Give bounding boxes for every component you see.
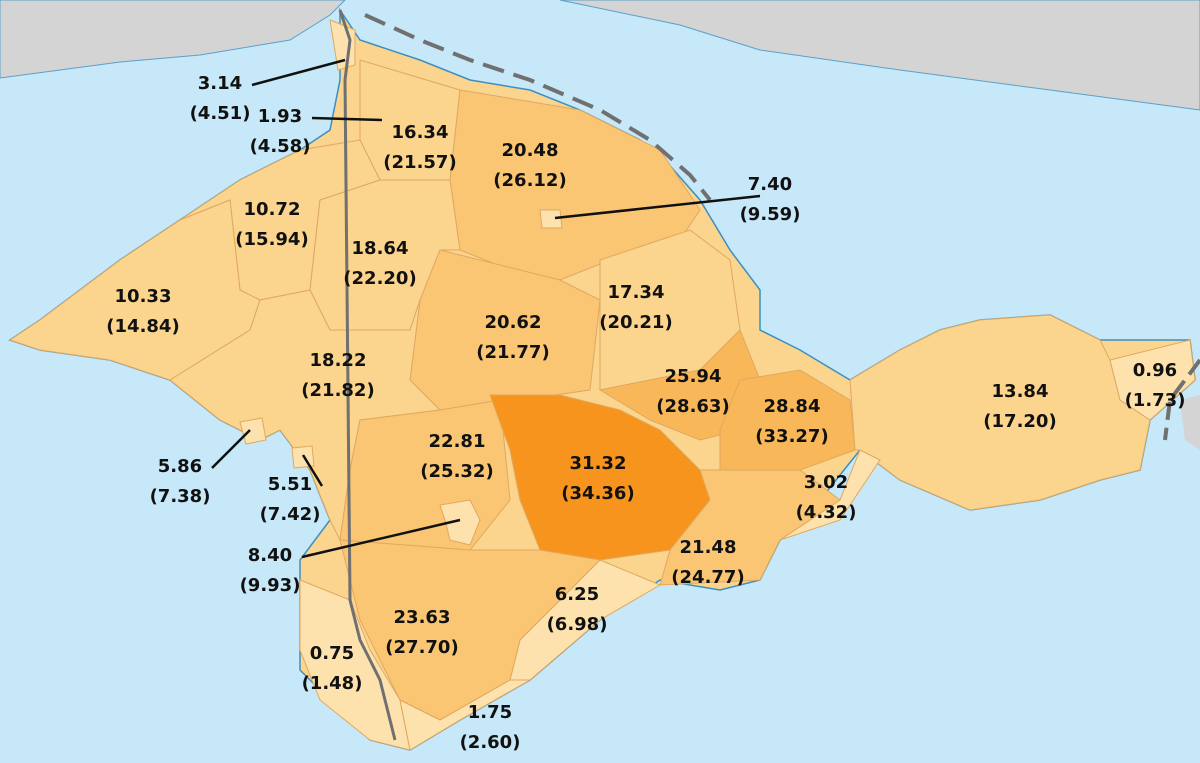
region-secondary: (25.32) <box>420 461 493 482</box>
region-secondary: (9.59) <box>740 204 801 225</box>
region-value: 1.75 <box>468 702 512 723</box>
region-value: 7.40 <box>748 174 792 195</box>
region-secondary: (7.38) <box>150 486 211 507</box>
region-secondary: (2.60) <box>460 732 521 753</box>
region-value: 21.48 <box>680 537 737 558</box>
region-secondary: (15.94) <box>235 229 308 250</box>
land-mainland <box>0 0 346 79</box>
region-secondary: (24.77) <box>671 567 744 588</box>
region <box>339 539 602 721</box>
region-value: 31.32 <box>570 453 627 474</box>
leader-line <box>301 454 324 487</box>
region-value: 6.25 <box>555 584 599 605</box>
region-secondary: (1.73) <box>1125 390 1186 411</box>
region-value: 0.75 <box>310 643 354 664</box>
region-value: 16.34 <box>392 122 449 143</box>
region-secondary: (20.21) <box>599 312 672 333</box>
region <box>8 199 261 381</box>
region-value: 23.63 <box>394 607 451 628</box>
region-secondary: (6.98) <box>547 614 608 635</box>
region-secondary: (27.70) <box>385 637 458 658</box>
labels: 3.14 (4.51) 1.93 (4.58) 16.34 (21.57) 20.48 (26… <box>106 58 1186 753</box>
region-secondary: (33.27) <box>755 426 828 447</box>
region <box>399 679 532 751</box>
region-value: 20.48 <box>502 140 559 161</box>
land-mainland <box>1180 395 1200 450</box>
region-value: 18.64 <box>352 238 409 259</box>
region <box>719 369 856 471</box>
region <box>539 209 563 229</box>
border <box>1163 358 1200 441</box>
region-secondary: (1.48) <box>302 673 363 694</box>
region-value: 13.84 <box>992 381 1049 402</box>
region-secondary: (9.93) <box>240 575 301 596</box>
land-mainland <box>559 0 1200 111</box>
region-value: 5.51 <box>268 474 312 495</box>
region-secondary: (4.51) <box>190 103 251 124</box>
region-value: 28.84 <box>764 396 821 417</box>
region-secondary: (21.77) <box>476 342 549 363</box>
region-value: 22.81 <box>429 431 486 452</box>
region-value: 3.14 <box>198 73 242 94</box>
region-value: 25.94 <box>665 366 722 387</box>
region-secondary: (22.20) <box>343 268 416 289</box>
region-value: 17.34 <box>608 282 665 303</box>
border <box>364 13 712 202</box>
region-value: 20.62 <box>485 312 542 333</box>
leader-line <box>554 194 761 220</box>
leader-line <box>251 58 346 87</box>
region <box>659 469 841 586</box>
region-secondary: (14.84) <box>106 316 179 337</box>
region-secondary: (21.82) <box>301 380 374 401</box>
region-secondary: (4.58) <box>250 136 311 157</box>
border <box>338 9 397 741</box>
region-secondary: (7.42) <box>260 504 321 525</box>
region <box>439 499 481 546</box>
leader-line <box>311 116 383 122</box>
region-secondary: (17.20) <box>983 411 1056 432</box>
region-value: 10.72 <box>244 199 301 220</box>
region-value: 0.96 <box>1133 360 1177 381</box>
region-value: 18.22 <box>310 350 367 371</box>
region-secondary: (28.63) <box>656 396 729 417</box>
region-value: 3.02 <box>804 472 848 493</box>
region-value: 5.86 <box>158 456 202 477</box>
region <box>1109 339 1196 421</box>
region-value: 8.40 <box>248 545 292 566</box>
region-value: 10.33 <box>115 286 172 307</box>
region-secondary: (34.36) <box>561 483 634 504</box>
region-secondary: (26.12) <box>493 170 566 191</box>
leader-line <box>211 429 251 469</box>
region-secondary: (4.32) <box>796 502 857 523</box>
leader-line <box>301 518 461 559</box>
region-secondary: (21.57) <box>383 152 456 173</box>
region-value: 1.93 <box>258 106 302 127</box>
